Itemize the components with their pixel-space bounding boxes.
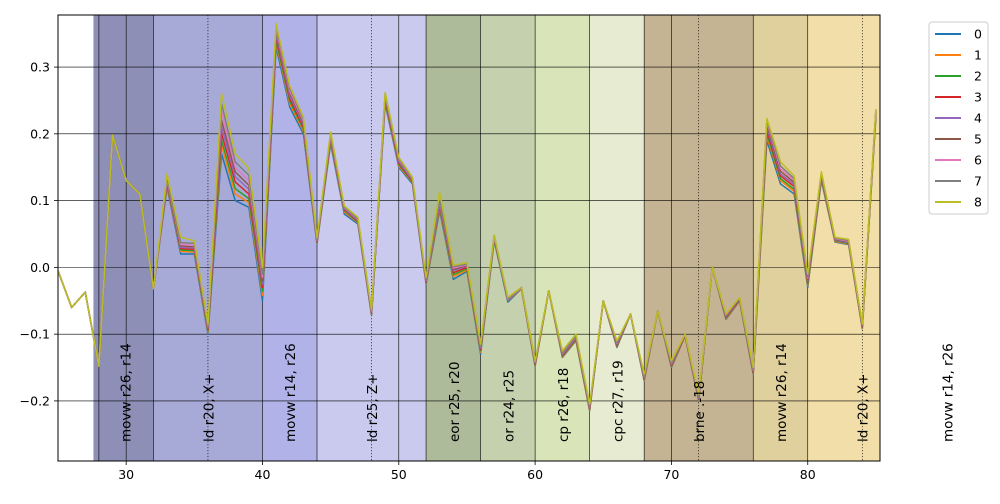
x-tick-label: 40 (255, 467, 271, 482)
legend: 0 1 2 3 4 5 6 7 8 (928, 21, 989, 215)
region-band-6 (535, 15, 590, 461)
x-tick-label: 80 (800, 467, 816, 482)
x-tick-label: 50 (391, 467, 407, 482)
instruction-label-5: or r24, r25 (501, 370, 517, 442)
legend-label-5: 5 (974, 132, 982, 147)
grid-lines (58, 15, 880, 461)
region-band-0 (93, 15, 154, 461)
plot-frame (57, 14, 881, 462)
legend-label-2: 2 (974, 69, 982, 84)
instruction-label-9: movw r26, r14 (774, 343, 790, 442)
region-band-5 (480, 15, 536, 461)
y-tick-label: 0.0 (30, 260, 50, 275)
instruction-label-3: ld r25, Z+ (365, 374, 381, 442)
instruction-label-6: cp r26, r18 (556, 368, 572, 442)
y-tick-label: 0.2 (30, 126, 50, 141)
series-line-8 (58, 22, 877, 405)
x-tick-label: 70 (663, 467, 679, 482)
y-tick-label: 0.1 (30, 193, 50, 208)
axis-ticks: 30 40 50 60 70 80 0.3 0.2 0.1 0.0 −0.1 −0.2 (20, 60, 816, 482)
legend-label-7: 7 (974, 174, 982, 189)
instruction-label-4: eor r25, r20 (447, 362, 463, 442)
legend-label-4: 4 (974, 111, 982, 126)
legend-label-0: 0 (974, 27, 982, 42)
instruction-label-2: movw r14, r26 (283, 343, 299, 442)
instruction-label-8: brne .-18 (692, 381, 708, 442)
instruction-label-0: movw r26, r14 (118, 343, 134, 442)
x-tick-label: 30 (118, 467, 134, 482)
legend-label-1: 1 (974, 48, 982, 63)
legend-label-3: 3 (974, 90, 982, 105)
y-tick-label: −0.1 (20, 327, 50, 342)
legend-label-6: 6 (974, 153, 982, 168)
instruction-annotations: movw r26, r14 ld r20, X+ movw r14, r26 ld r… (118, 343, 956, 442)
region-band-9 (753, 15, 808, 461)
y-tick-label: −0.2 (20, 393, 50, 408)
region-band-7 (589, 15, 645, 461)
instruction-label-10: ld r20, X+ (856, 374, 872, 442)
instruction-label-7: cpc r27, r19 (610, 360, 626, 442)
instruction-label-1: ld r20, X+ (201, 374, 217, 442)
legend-label-8: 8 (974, 195, 982, 210)
y-tick-label: 0.3 (30, 60, 50, 75)
instruction-label-11: movw r14, r26 (940, 343, 956, 442)
series-lines (58, 22, 877, 412)
x-tick-label: 60 (527, 467, 543, 482)
